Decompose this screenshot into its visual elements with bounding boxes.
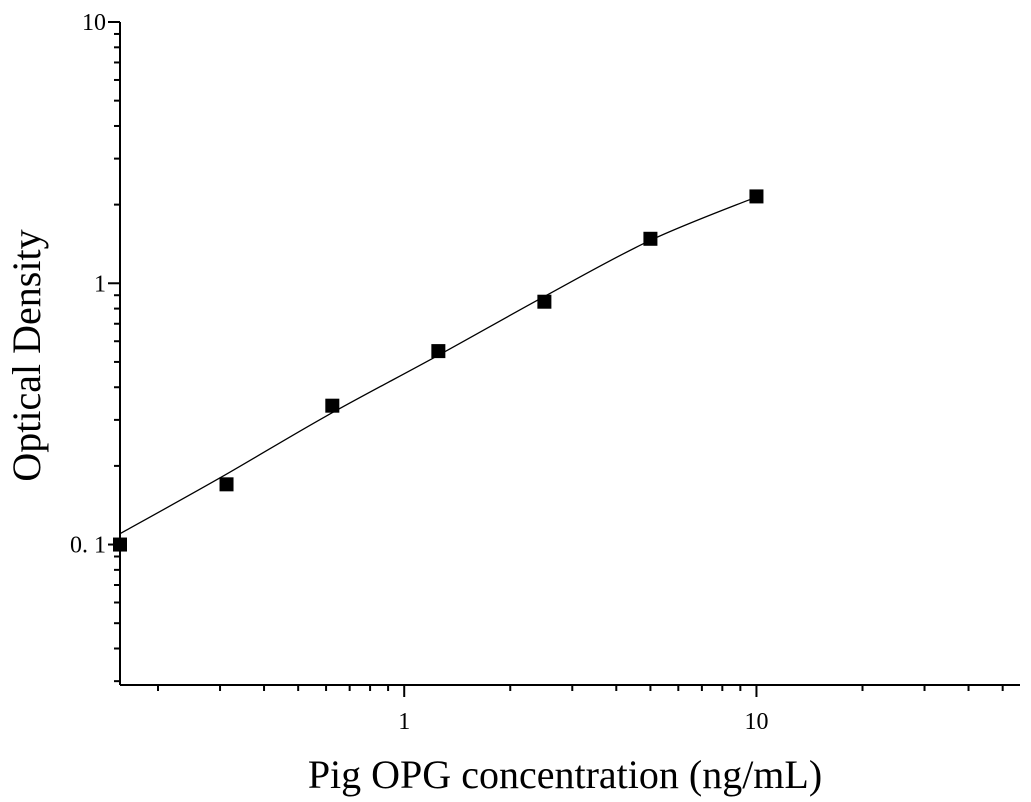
data-point <box>537 294 552 309</box>
ticks-layer <box>108 21 1004 697</box>
y-tick-label: 0. 1 <box>70 533 106 559</box>
data-point <box>219 477 234 492</box>
x-tick-label: 10 <box>744 709 768 735</box>
tick-labels: 1 10 10 1 0. 1 <box>70 10 768 735</box>
y-axis-title: Optical Density <box>4 229 49 481</box>
data-point <box>749 189 764 204</box>
x-axis-title: Pig OPG concentration (ng/mL) <box>308 752 822 797</box>
fit-curve-line <box>119 196 757 535</box>
data-point <box>325 398 340 413</box>
data-points <box>113 189 764 552</box>
data-point <box>643 231 658 246</box>
y-tick-label: 10 <box>82 10 106 36</box>
y-tick-label: 1 <box>94 271 106 297</box>
x-tick-label: 1 <box>398 709 410 735</box>
data-point <box>113 537 127 552</box>
data-point <box>431 344 446 359</box>
